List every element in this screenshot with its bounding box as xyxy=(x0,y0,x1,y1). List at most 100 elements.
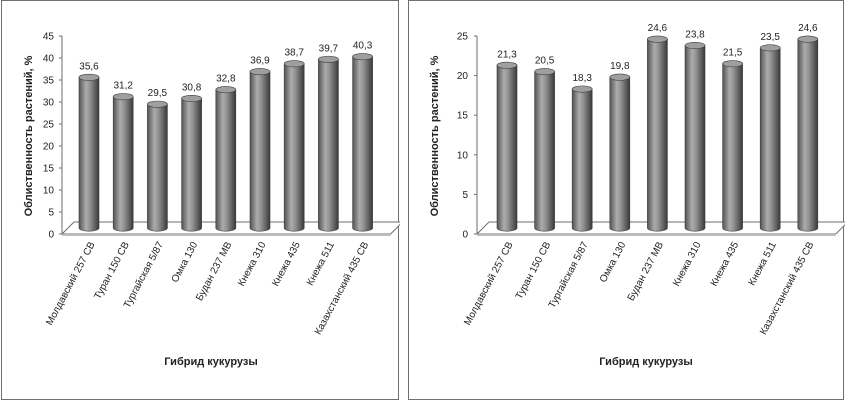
bar-top xyxy=(534,68,555,76)
chart-right: Облиственность растений, % Гибрид кукуру… xyxy=(429,23,845,368)
data-label: 18,3 xyxy=(572,73,592,84)
bar-top xyxy=(722,60,743,68)
bar-body xyxy=(684,45,706,232)
bar-top xyxy=(684,42,706,50)
data-label: 39,7 xyxy=(319,43,339,54)
y-tick-label: 0 xyxy=(48,230,54,241)
y-tick-label: 40 xyxy=(43,54,55,65)
y-tick-label: 30 xyxy=(43,98,55,109)
y-tick-label: 20 xyxy=(457,71,469,82)
bar-top xyxy=(215,86,237,94)
bar xyxy=(249,68,271,232)
y-tick-label: 15 xyxy=(43,164,55,175)
data-label: 21,3 xyxy=(497,49,517,60)
bar xyxy=(283,60,305,232)
bar xyxy=(78,73,100,232)
x-tick-label: Омка 130 xyxy=(170,240,201,285)
chart-floor-edge xyxy=(62,234,391,236)
y-tick-label: 25 xyxy=(43,120,55,131)
bar-body xyxy=(181,98,202,232)
data-label: 40,3 xyxy=(353,41,373,52)
bar xyxy=(318,55,339,232)
x-axis-title: Гибрид кукурузы xyxy=(599,356,693,368)
bar xyxy=(534,68,555,232)
data-label: 23,5 xyxy=(760,32,780,43)
bar-body xyxy=(318,59,339,232)
bar-top xyxy=(352,53,373,61)
data-label: 21,5 xyxy=(723,48,743,59)
x-tick-label: Молдавский 257 СВ xyxy=(462,240,515,327)
bar xyxy=(147,100,168,232)
x-tick-label: Будан 237 МВ xyxy=(626,240,666,303)
data-label: 29,5 xyxy=(148,88,168,99)
bar-body xyxy=(352,56,373,232)
bar-top xyxy=(496,61,518,69)
bar xyxy=(722,60,743,232)
bar-top xyxy=(249,68,271,76)
data-label: 30,8 xyxy=(182,82,202,93)
bar-body xyxy=(112,96,134,232)
bar-top xyxy=(609,73,631,81)
bar xyxy=(215,86,237,232)
bar-top xyxy=(78,73,100,81)
x-tick-label: Тургайская 5/87 xyxy=(547,240,591,310)
x-tick-label: Туран 150 СВ xyxy=(92,240,132,301)
bar-body xyxy=(647,38,668,232)
bar xyxy=(609,73,631,232)
y-tick-label: 35 xyxy=(43,76,55,87)
data-label: 36,9 xyxy=(250,56,270,67)
x-tick-label: Кнежа 511 xyxy=(305,240,337,288)
chart-panel-left: Облиственность растений, % Гибрид кукуру… xyxy=(1,0,400,400)
bar-body xyxy=(759,47,781,232)
bar-top xyxy=(112,93,134,101)
data-label: 38,7 xyxy=(284,48,304,59)
y-axis-title: Облиственность растений, % xyxy=(23,55,35,216)
bar-top xyxy=(797,35,819,43)
y-tick-label: 25 xyxy=(457,32,469,43)
bar-body xyxy=(571,88,593,232)
x-tick-label: Молдавский 257 СВ xyxy=(44,240,97,327)
bar-top xyxy=(283,60,305,68)
bar-body xyxy=(722,63,743,232)
y-tick-label: 0 xyxy=(462,230,468,241)
bar-body xyxy=(215,89,237,232)
x-tick-label: Кнежа 435 xyxy=(270,240,303,288)
bar-body xyxy=(249,71,271,232)
y-tick-label: 5 xyxy=(462,190,468,201)
bar xyxy=(181,94,202,232)
y-tick-label: 5 xyxy=(48,208,54,219)
bar-top xyxy=(647,35,668,43)
bar-body xyxy=(147,103,168,232)
data-label: 23,8 xyxy=(685,30,705,41)
data-label: 35,6 xyxy=(79,61,99,72)
x-axis-title: Гибрид кукурузы xyxy=(164,356,258,368)
data-label: 19,8 xyxy=(610,61,630,72)
x-tick-label: Омка 130 xyxy=(598,240,629,285)
data-label: 31,2 xyxy=(113,81,133,92)
chart-panel-right: Облиственность растений, % Гибрид кукуру… xyxy=(408,0,845,400)
x-tick-label: Туран 150 СВ xyxy=(514,240,554,301)
y-axis-title: Облиственность растений, % xyxy=(429,55,441,216)
y-tick-label: 15 xyxy=(457,111,469,122)
bar-body xyxy=(283,63,305,232)
data-label: 32,8 xyxy=(216,74,236,85)
bar-body xyxy=(534,71,555,232)
bar xyxy=(112,93,134,232)
x-tick-label: Кнежа 435 xyxy=(709,240,742,288)
data-label: 20,5 xyxy=(535,56,555,67)
bar-body xyxy=(797,38,819,232)
chart-left: Облиственность растений, % Гибрид кукуру… xyxy=(23,32,400,368)
bar xyxy=(684,42,706,232)
bar xyxy=(647,35,668,232)
bar-top xyxy=(571,85,593,93)
y-tick-label: 45 xyxy=(43,32,55,43)
bar-body xyxy=(78,77,100,232)
x-tick-label: Кнежа 310 xyxy=(236,240,269,288)
bar-top xyxy=(318,55,339,63)
bar xyxy=(797,35,819,232)
chart-floor-edge xyxy=(477,234,836,236)
x-tick-label: Кнежа 310 xyxy=(671,240,704,288)
x-tick-label: Кнежа 511 xyxy=(747,240,779,288)
bar-top xyxy=(181,94,202,102)
